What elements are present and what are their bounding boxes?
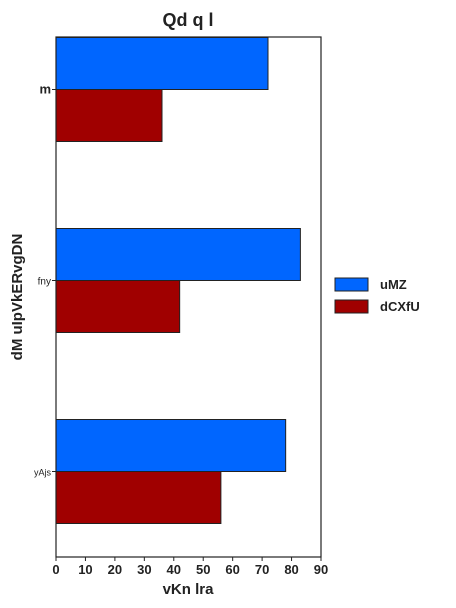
chart-title: Qd q l [163, 10, 214, 30]
y-tick-label: m [39, 82, 51, 97]
x-tick-label: 40 [167, 562, 181, 577]
bar-uMZ-m [55, 37, 269, 90]
y-axis-ticks: m fny yAjs [34, 82, 56, 478]
bar-dCXfU-fny [55, 280, 181, 333]
x-axis-label: vKn lra [163, 581, 215, 598]
x-tick-label: 50 [196, 562, 210, 577]
legend-label: dCXfU [380, 299, 420, 314]
bars-group [55, 37, 301, 524]
legend: uMZ dCXfU [334, 277, 420, 314]
y-tick-label: fny [38, 277, 51, 288]
x-tick-label: 90 [314, 562, 328, 577]
x-tick-label: 70 [255, 562, 269, 577]
y-axis-label: dM uIpVkERvgDN [9, 234, 26, 361]
x-tick-label: 0 [52, 562, 59, 577]
bar-uMZ-fny [55, 228, 301, 281]
bar-uMZ-yAjs [55, 419, 287, 472]
x-axis-ticks: 0 10 20 30 40 50 60 70 80 90 [52, 557, 328, 577]
bar-dCXfU-m [55, 89, 163, 142]
bar-dCXfU-yAjs [55, 471, 222, 524]
legend-swatch [334, 277, 369, 292]
legend-swatch [334, 299, 369, 314]
y-tick-label: yAjs [34, 468, 52, 478]
legend-label: uMZ [380, 277, 407, 292]
x-tick-label: 60 [225, 562, 239, 577]
x-tick-label: 20 [108, 562, 122, 577]
x-tick-label: 10 [78, 562, 92, 577]
plot-area-frame [55, 36, 322, 558]
x-tick-label: 30 [137, 562, 151, 577]
x-tick-label: 80 [284, 562, 298, 577]
